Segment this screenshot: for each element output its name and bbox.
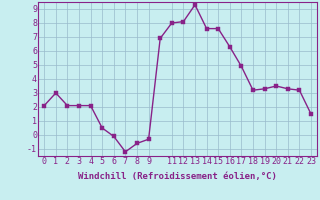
X-axis label: Windchill (Refroidissement éolien,°C): Windchill (Refroidissement éolien,°C)	[78, 172, 277, 181]
